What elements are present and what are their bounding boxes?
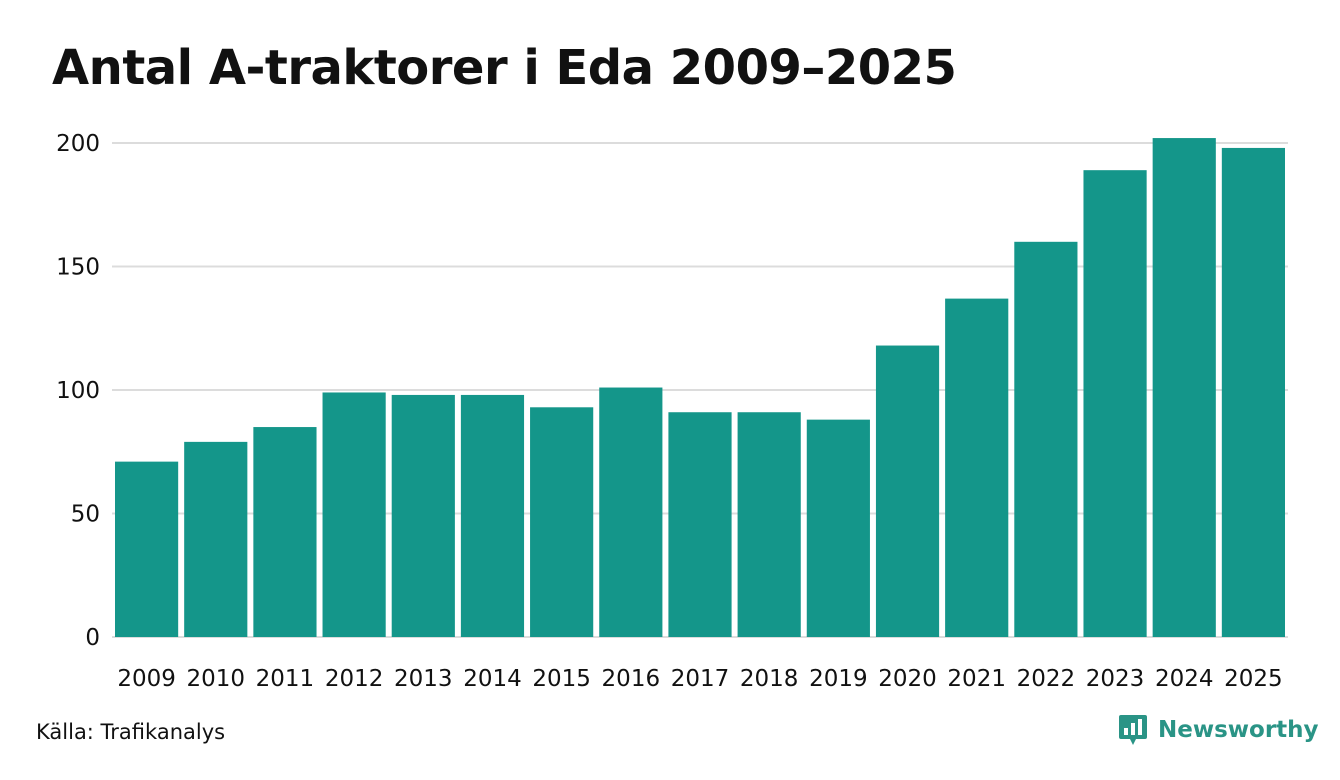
x-tick-label: 2015 [532, 666, 591, 692]
x-tick-label: 2018 [740, 666, 799, 692]
brand-logo: Newsworthy [1118, 714, 1319, 746]
x-tick-label: 2014 [463, 666, 522, 692]
bar [668, 412, 732, 637]
bar [1014, 241, 1078, 638]
bar [1152, 138, 1216, 637]
y-tick-label: 200 [56, 131, 100, 157]
x-tick-label: 2022 [1017, 666, 1076, 692]
y-tick-label: 100 [56, 378, 100, 404]
bar [1221, 147, 1285, 637]
bar [737, 412, 801, 637]
bar [875, 345, 940, 637]
bar [806, 419, 870, 637]
source-label: Källa: Trafikanalys [36, 720, 226, 744]
x-tick-label: 2011 [256, 666, 315, 692]
x-tick-label: 2019 [809, 666, 868, 692]
chart-title: Antal A-traktorer i Eda 2009–2025 [52, 40, 957, 96]
bar [322, 392, 386, 637]
bar [599, 387, 663, 637]
x-tick-label: 2017 [671, 666, 730, 692]
x-tick-label: 2020 [878, 666, 937, 692]
x-tick-label: 2010 [186, 666, 245, 692]
x-tick-label: 2025 [1224, 666, 1283, 692]
bar [1083, 170, 1147, 638]
x-tick-label: 2012 [325, 666, 384, 692]
bar [945, 298, 1009, 637]
x-tick-label: 2013 [394, 666, 453, 692]
bar [184, 441, 248, 637]
y-tick-label: 150 [56, 255, 100, 281]
x-tick-label: 2009 [117, 666, 176, 692]
x-tick-label: 2016 [602, 666, 661, 692]
y-tick-label: 0 [85, 625, 100, 651]
newsworthy-logo-icon [1119, 715, 1147, 745]
x-tick-label: 2023 [1086, 666, 1145, 692]
brand-name: Newsworthy [1158, 717, 1319, 743]
bar [115, 461, 179, 637]
x-tick-label: 2024 [1155, 666, 1214, 692]
bar [530, 407, 594, 637]
bar [253, 427, 317, 637]
y-tick-label: 50 [71, 502, 100, 528]
x-tick-label: 2021 [947, 666, 1006, 692]
bar [460, 394, 525, 637]
bar [391, 394, 455, 637]
